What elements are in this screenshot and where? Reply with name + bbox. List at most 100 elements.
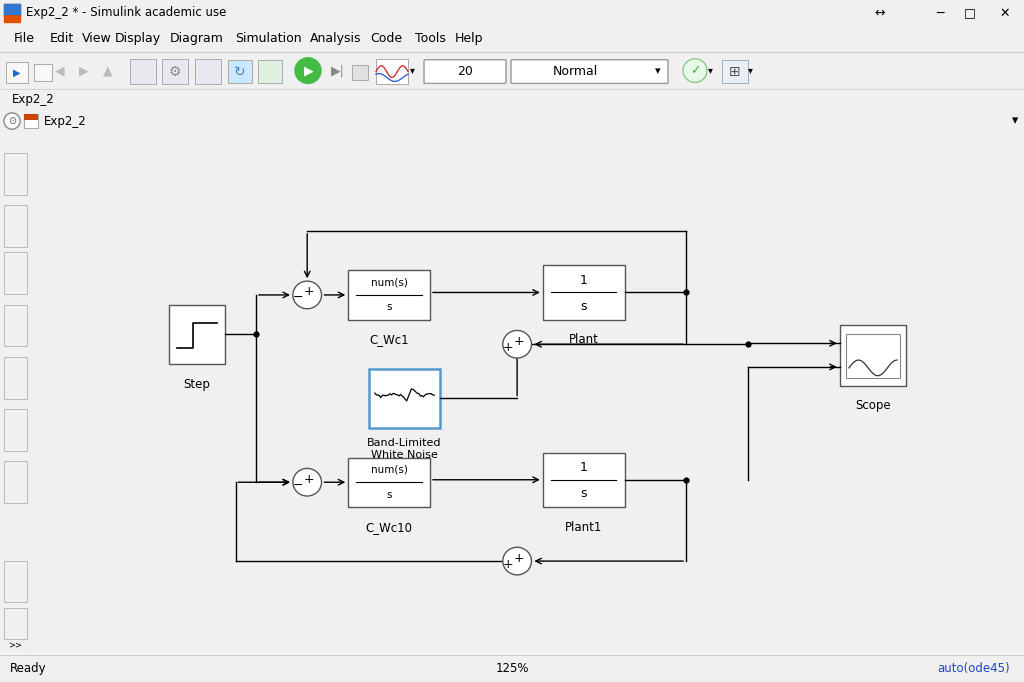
Text: ▾: ▾ bbox=[655, 67, 660, 76]
Text: ✕: ✕ bbox=[999, 6, 1011, 20]
FancyBboxPatch shape bbox=[511, 60, 668, 83]
Text: +: + bbox=[304, 286, 314, 299]
Text: Help: Help bbox=[455, 32, 483, 46]
Text: ◀: ◀ bbox=[55, 64, 65, 77]
Circle shape bbox=[293, 469, 322, 496]
Text: s: s bbox=[386, 490, 392, 499]
Bar bbox=[258, 60, 282, 83]
Bar bbox=[130, 59, 156, 85]
Bar bbox=[543, 265, 625, 320]
Bar bbox=[169, 305, 225, 364]
Text: ▾: ▾ bbox=[708, 65, 713, 76]
Text: 1: 1 bbox=[580, 461, 588, 474]
Text: 1: 1 bbox=[580, 273, 588, 286]
Text: ✓: ✓ bbox=[690, 64, 700, 77]
Bar bbox=[24, 114, 38, 128]
Text: 125%: 125% bbox=[496, 662, 528, 675]
Text: ▾: ▾ bbox=[410, 65, 415, 76]
Text: □: □ bbox=[965, 6, 976, 20]
Text: Exp2_2: Exp2_2 bbox=[12, 93, 54, 106]
Text: ↔: ↔ bbox=[874, 6, 886, 20]
Text: C_Wc1: C_Wc1 bbox=[370, 333, 409, 346]
Bar bbox=[4, 153, 27, 195]
Circle shape bbox=[293, 281, 322, 309]
Text: >>: >> bbox=[8, 640, 23, 649]
Bar bbox=[4, 409, 27, 451]
Bar bbox=[543, 453, 625, 507]
Text: White Noise: White Noise bbox=[371, 449, 438, 460]
Text: Edit: Edit bbox=[50, 32, 75, 46]
Text: ▶: ▶ bbox=[304, 64, 313, 77]
Text: View: View bbox=[82, 32, 112, 46]
Bar bbox=[195, 59, 221, 85]
Bar bbox=[162, 59, 188, 85]
Text: Analysis: Analysis bbox=[310, 32, 361, 46]
Bar bbox=[4, 4, 20, 22]
Bar bbox=[348, 270, 430, 320]
Text: −: − bbox=[293, 479, 303, 492]
Circle shape bbox=[295, 58, 321, 83]
Text: ▲: ▲ bbox=[103, 64, 113, 77]
Text: Diagram: Diagram bbox=[170, 32, 224, 46]
Circle shape bbox=[4, 113, 20, 130]
Bar bbox=[352, 65, 368, 80]
Text: +: + bbox=[514, 552, 524, 565]
Circle shape bbox=[683, 59, 707, 83]
Bar bbox=[376, 59, 408, 85]
Text: s: s bbox=[581, 487, 587, 500]
Text: Code: Code bbox=[370, 32, 402, 46]
Text: ─: ─ bbox=[936, 6, 944, 20]
Text: s: s bbox=[581, 299, 587, 312]
Text: Exp2_2 * - Simulink academic use: Exp2_2 * - Simulink academic use bbox=[26, 6, 226, 20]
Text: num(s): num(s) bbox=[371, 278, 408, 288]
Bar bbox=[4, 462, 27, 503]
Bar bbox=[846, 334, 900, 378]
Bar bbox=[722, 60, 748, 83]
Text: C_Wc10: C_Wc10 bbox=[366, 520, 413, 534]
Text: ▶: ▶ bbox=[79, 64, 89, 77]
Text: +: + bbox=[304, 473, 314, 486]
Bar bbox=[4, 357, 27, 399]
Bar bbox=[4, 305, 27, 346]
Text: Exp2_2: Exp2_2 bbox=[44, 115, 87, 128]
Text: ▾: ▾ bbox=[1012, 115, 1018, 128]
Bar bbox=[4, 4, 20, 14]
Text: num(s): num(s) bbox=[371, 465, 408, 475]
Text: −: − bbox=[293, 291, 303, 304]
Bar bbox=[4, 252, 27, 294]
Bar bbox=[4, 608, 27, 639]
Text: Plant1: Plant1 bbox=[565, 520, 602, 534]
Text: +: + bbox=[514, 335, 524, 348]
Text: ▶: ▶ bbox=[13, 68, 20, 78]
Text: Normal: Normal bbox=[552, 65, 598, 78]
Bar bbox=[4, 205, 27, 248]
Text: Display: Display bbox=[115, 32, 161, 46]
Text: ⚙: ⚙ bbox=[169, 65, 181, 78]
Text: Plant: Plant bbox=[568, 333, 599, 346]
Text: s: s bbox=[386, 302, 392, 312]
Text: File: File bbox=[14, 32, 35, 46]
FancyBboxPatch shape bbox=[424, 60, 506, 83]
Text: +: + bbox=[503, 558, 513, 571]
Text: Tools: Tools bbox=[415, 32, 445, 46]
Bar bbox=[348, 458, 430, 507]
Text: auto(ode45): auto(ode45) bbox=[937, 662, 1010, 675]
Bar bbox=[4, 561, 27, 602]
Text: +: + bbox=[503, 341, 513, 354]
Text: Simulation: Simulation bbox=[234, 32, 302, 46]
Text: Band-Limited: Band-Limited bbox=[368, 438, 441, 448]
Text: Step: Step bbox=[183, 378, 211, 391]
Bar bbox=[24, 114, 38, 120]
Bar bbox=[369, 369, 440, 428]
Text: Ready: Ready bbox=[10, 662, 47, 675]
Bar bbox=[34, 63, 52, 81]
Text: ↻: ↻ bbox=[234, 65, 246, 78]
Bar bbox=[6, 61, 28, 83]
Text: Scope: Scope bbox=[855, 400, 891, 413]
Text: ⊞: ⊞ bbox=[729, 65, 740, 78]
Text: 20: 20 bbox=[457, 65, 473, 78]
Text: ▾: ▾ bbox=[748, 65, 753, 76]
Text: ⊙: ⊙ bbox=[8, 116, 16, 126]
Circle shape bbox=[503, 547, 531, 575]
Bar bbox=[840, 325, 906, 385]
